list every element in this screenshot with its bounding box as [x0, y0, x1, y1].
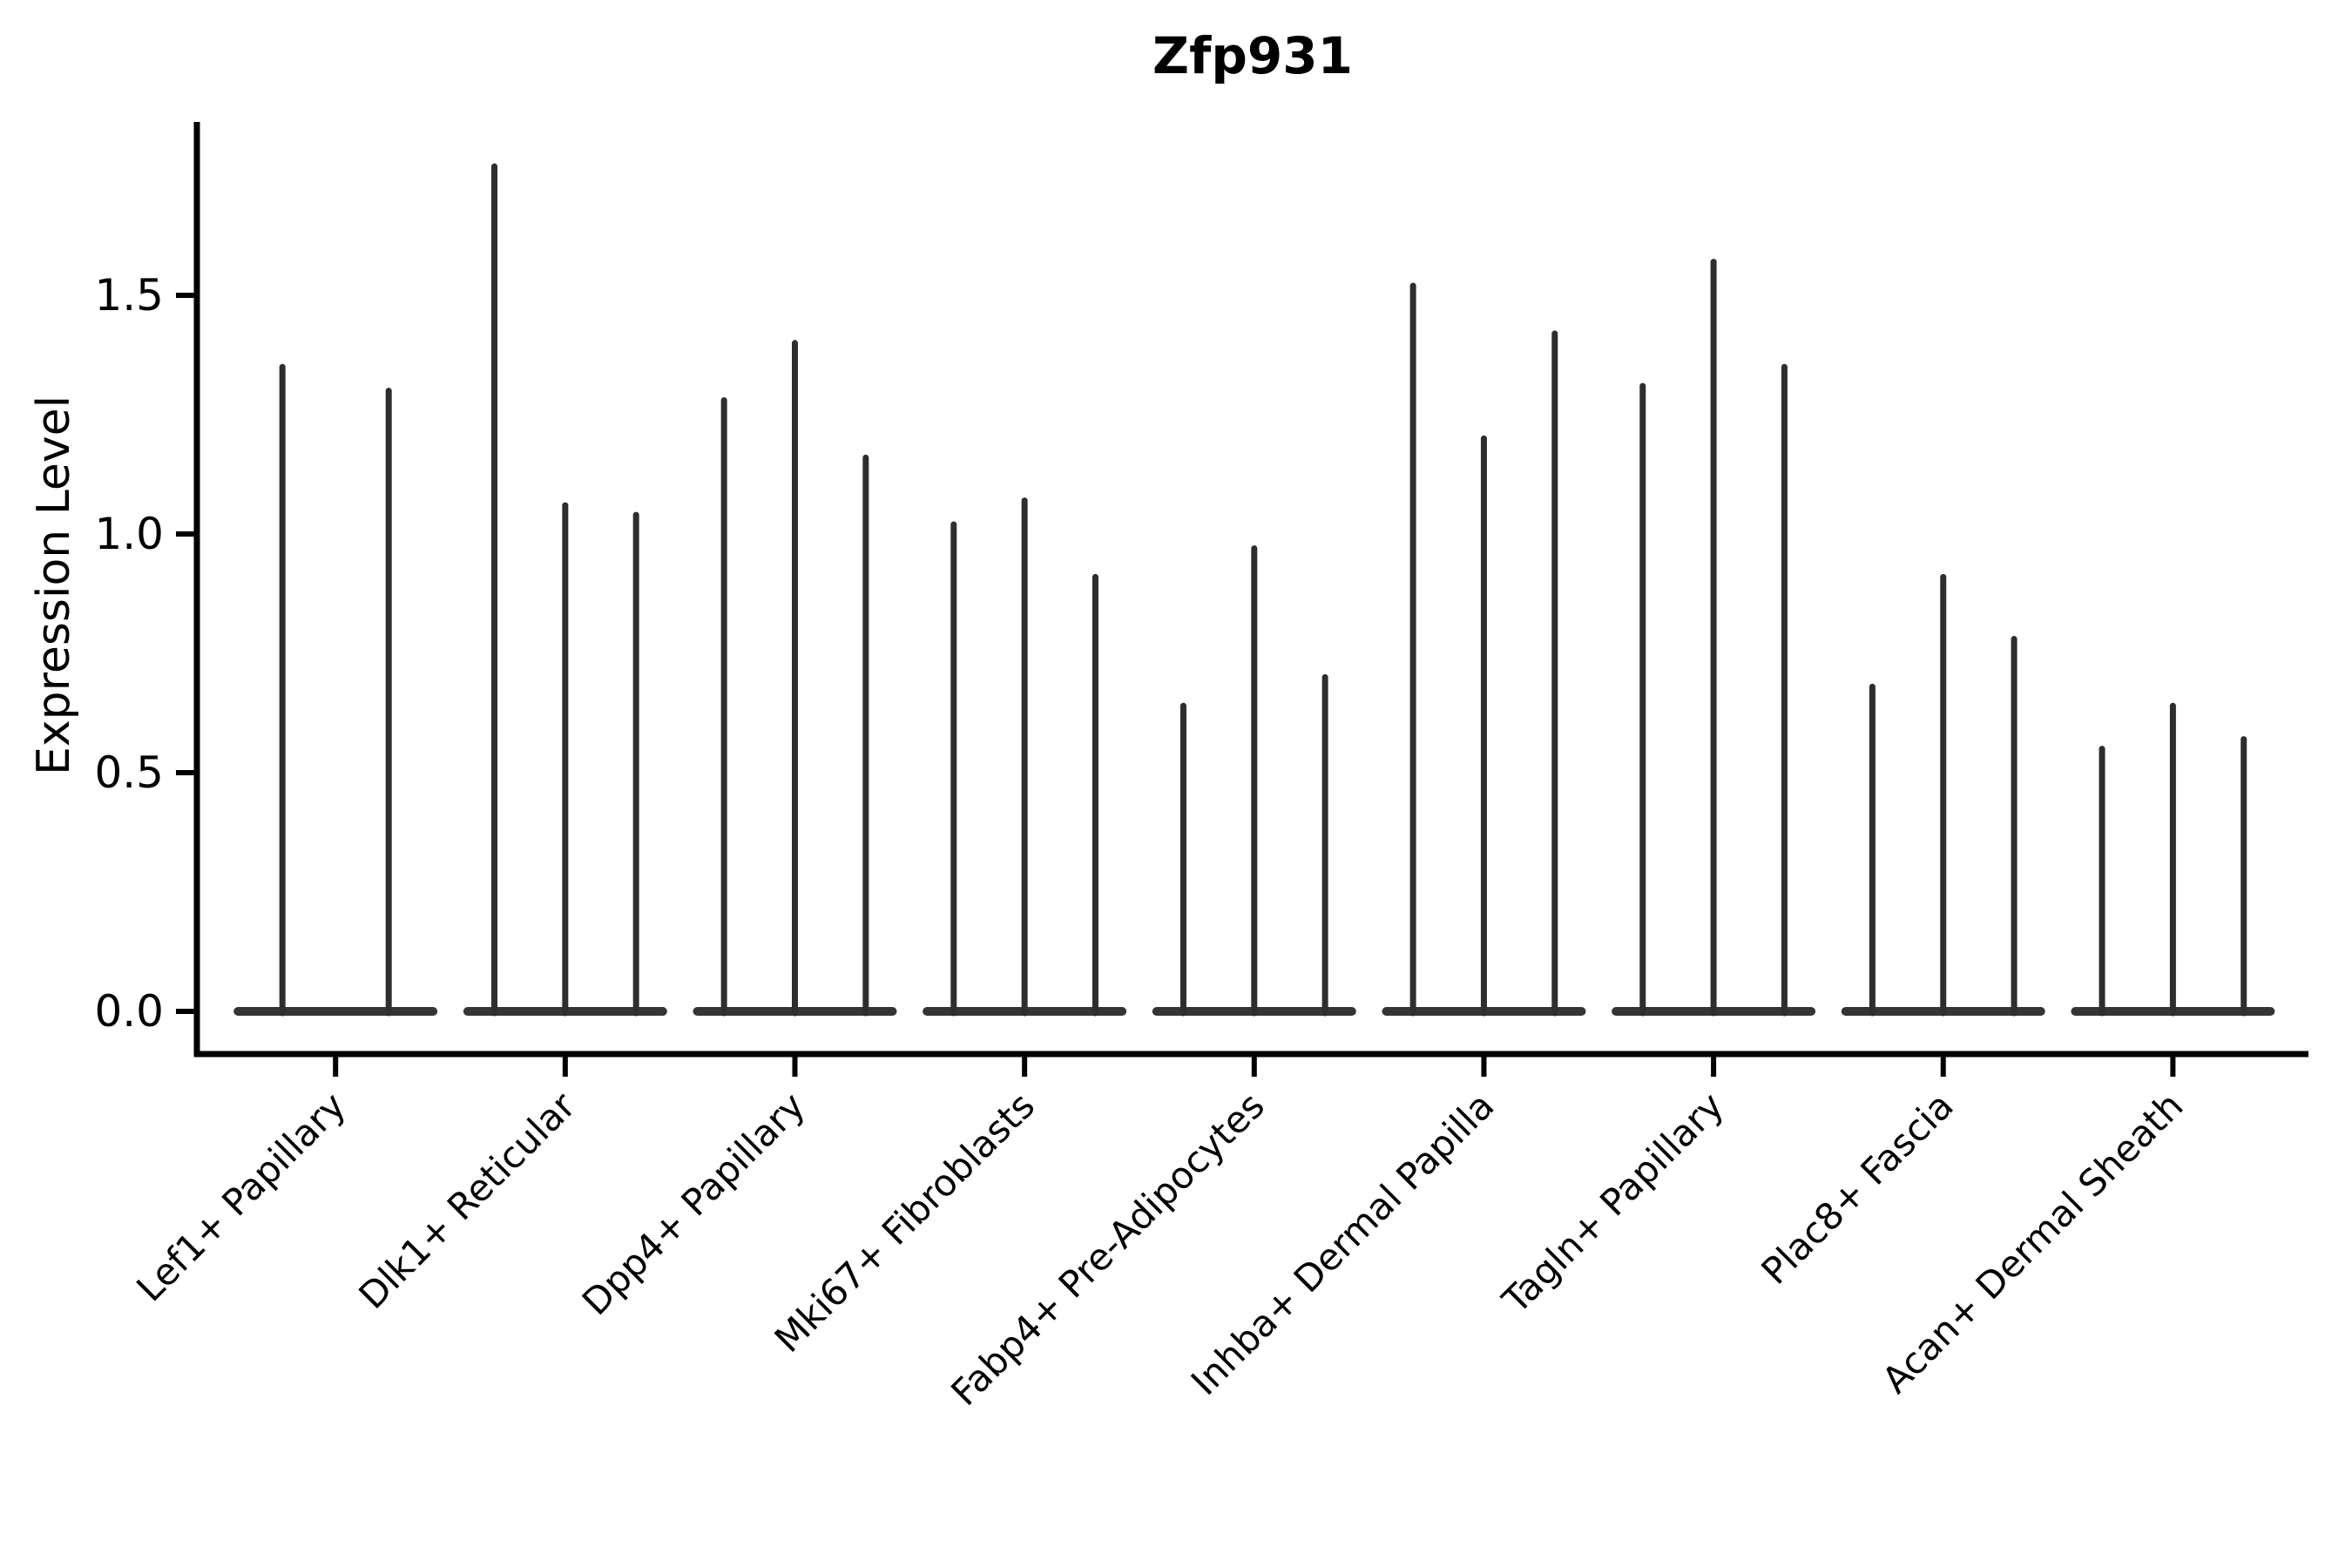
chart-title: Zfp931 — [1152, 26, 1353, 85]
x-tick-label: Lef1+ Papillary — [128, 1084, 354, 1309]
x-tick-label: Dlk1+ Reticular — [350, 1084, 584, 1317]
y-tick-label: 1.0 — [94, 509, 164, 559]
y-tick-label: 0.0 — [94, 986, 164, 1037]
x-tick-label: Plac8+ Fascia — [1753, 1084, 1961, 1292]
y-axis-label: Expression Level — [28, 395, 80, 776]
x-tick-label: Mki67+ Fibroblasts — [767, 1084, 1043, 1360]
x-tick-label: Dpp4+ Papillary — [574, 1084, 814, 1323]
x-tick-label: Tagln+ Papillary — [1494, 1084, 1732, 1321]
y-tick-label: 1.5 — [94, 270, 164, 321]
y-tick-label: 0.5 — [94, 747, 164, 798]
violin-density-base — [233, 1007, 438, 1016]
